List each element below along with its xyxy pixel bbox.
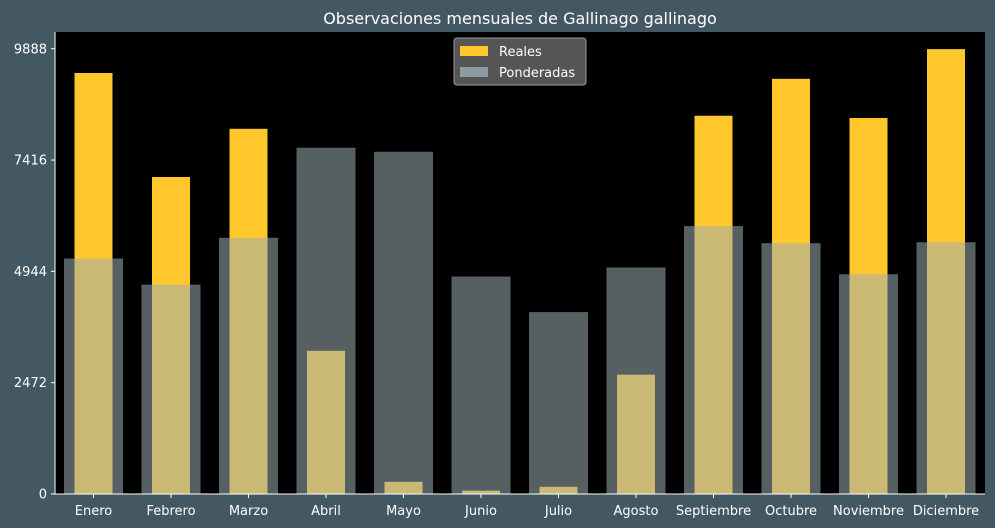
legend-label-reales: Reales: [499, 45, 542, 60]
plot-area: [55, 32, 985, 494]
chart-title: Observaciones mensuales de Gallinago gal…: [323, 9, 717, 28]
bar-ponderadas-junio: [451, 276, 511, 494]
series-ponderadas-bars: [64, 147, 976, 494]
bar-ponderadas-diciembre: [916, 242, 976, 494]
legend-swatch-reales: [460, 46, 488, 56]
bar-ponderadas-septiembre: [684, 226, 743, 494]
legend-swatch-ponderadas: [460, 67, 488, 77]
bar-ponderadas-enero: [64, 258, 123, 494]
axes: 0 2472 4944 7416 9888 Enero Febrero Marzo Abril M…: [14, 32, 985, 519]
bar-ponderadas-febrero: [141, 284, 201, 494]
y-tick-label: 9888: [14, 42, 47, 57]
x-tick-label: Octubre: [765, 504, 817, 519]
y-tick-label: 2472: [14, 376, 47, 391]
bar-ponderadas-noviembre: [839, 274, 898, 494]
x-tick-label: Noviembre: [833, 504, 904, 519]
x-tick-label: Julio: [544, 504, 572, 519]
x-tick-label: Agosto: [614, 504, 659, 519]
y-tick-label: 7416: [14, 154, 47, 169]
y-tick-label: 4944: [14, 265, 47, 280]
x-tick-label: Diciembre: [913, 504, 979, 519]
legend-label-ponderadas: Ponderadas: [499, 66, 575, 81]
bar-ponderadas-octubre: [761, 243, 821, 494]
bar-ponderadas-abril: [296, 147, 356, 494]
bar-ponderadas-marzo: [219, 237, 278, 494]
x-tick-label: Enero: [75, 504, 113, 519]
y-tick-label: 0: [39, 488, 47, 503]
bar-ponderadas-mayo: [374, 151, 433, 494]
x-tick-label: Junio: [464, 504, 497, 519]
x-tick-label: Febrero: [146, 504, 195, 519]
legend: Reales Ponderadas: [453, 37, 587, 86]
bar-ponderadas-agosto: [606, 267, 666, 494]
x-tick-label: Mayo: [386, 504, 421, 519]
x-tick-label: Septiembre: [676, 504, 751, 519]
x-tick-label: Abril: [311, 504, 341, 519]
x-tick-label: Marzo: [229, 504, 268, 519]
bar-ponderadas-julio: [529, 312, 588, 494]
